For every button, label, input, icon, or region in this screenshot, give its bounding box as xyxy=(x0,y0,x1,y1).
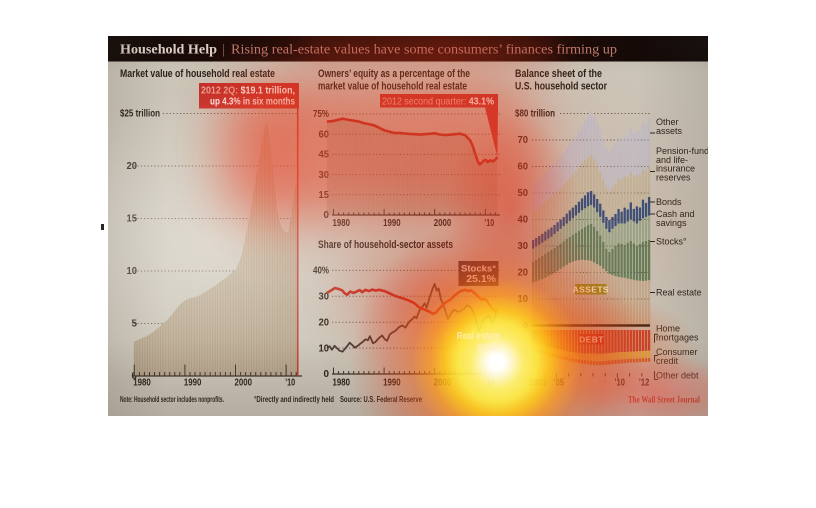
svg-text:0: 0 xyxy=(523,321,529,332)
svg-text:U.S. household sector: U.S. household sector xyxy=(515,81,608,93)
svg-text:1980: 1980 xyxy=(333,218,351,229)
svg-text:’10: ’10 xyxy=(285,378,295,389)
svg-text:Stocks°: Stocks° xyxy=(656,237,687,247)
svg-text:DEBT: DEBT xyxy=(579,335,604,345)
svg-text:1980: 1980 xyxy=(333,378,351,389)
svg-text:70: 70 xyxy=(518,135,529,146)
svg-text:10: 10 xyxy=(319,343,330,354)
svg-text:20: 20 xyxy=(518,268,529,279)
svg-text:$25 trillion: $25 trillion xyxy=(120,109,160,120)
svg-text:Balance sheet of the: Balance sheet of the xyxy=(515,68,602,80)
svg-text:’05: ’05 xyxy=(553,378,564,389)
svg-text:Source: U.S. Federal Reserve: Source: U.S. Federal Reserve xyxy=(340,395,422,404)
svg-text:30: 30 xyxy=(319,292,330,303)
svg-text:°Directly and indirectly held: °Directly and indirectly held xyxy=(254,395,334,404)
svg-text:40%: 40% xyxy=(313,266,329,277)
svg-text:60: 60 xyxy=(518,162,529,173)
svg-text:Real estate: Real estate xyxy=(656,288,702,298)
svg-text:75%: 75% xyxy=(313,109,329,120)
svg-text:0: 0 xyxy=(324,369,330,380)
svg-text:Owners’ equity as a percentage: Owners’ equity as a percentage of the xyxy=(318,68,470,80)
svg-text:ASSETS: ASSETS xyxy=(573,285,609,295)
svg-text:Rising real-estate values have: Rising real-estate values have some cons… xyxy=(231,42,617,57)
svg-text:1990: 1990 xyxy=(184,378,202,389)
svg-text:’10: ’10 xyxy=(484,218,494,229)
svg-text:10: 10 xyxy=(127,266,138,277)
svg-text:Note: Household sector include: Note: Household sector includes nonprofi… xyxy=(120,395,224,404)
svg-text:40: 40 xyxy=(518,215,529,226)
svg-text:2000: 2000 xyxy=(434,378,452,389)
svg-text:Bonds: Bonds xyxy=(656,197,682,207)
svg-text:’12: ’12 xyxy=(639,378,650,389)
svg-text:2000: 2000 xyxy=(235,378,253,389)
svg-text:The Wall Street Journal: The Wall Street Journal xyxy=(628,396,700,406)
svg-text:30: 30 xyxy=(518,241,529,252)
svg-text:up 4.3% in six months: up 4.3% in six months xyxy=(210,97,295,108)
svg-text:2012 second quarter: 43.1%: 2012 second quarter: 43.1% xyxy=(382,96,494,107)
svg-text:Share of household-sector asse: Share of household-sector assets xyxy=(318,239,453,251)
svg-text:0: 0 xyxy=(132,371,138,382)
svg-text:1990: 1990 xyxy=(383,218,401,229)
svg-text:1980: 1980 xyxy=(133,378,151,389)
svg-text:|: | xyxy=(222,43,225,58)
svg-text:1990: 1990 xyxy=(383,378,401,389)
svg-text:20: 20 xyxy=(127,161,138,172)
svg-text:Household Help: Household Help xyxy=(120,43,217,58)
svg-text:Market value of household real: Market value of household real estate xyxy=(120,68,275,80)
svg-text:25.1%: 25.1% xyxy=(466,273,496,285)
svg-text:’10: ’10 xyxy=(614,378,625,389)
svg-text:2003: 2003 xyxy=(529,378,547,389)
svg-text:market value of household real: market value of household real estate xyxy=(318,81,467,93)
svg-text:10: 10 xyxy=(518,349,529,360)
svg-text:5: 5 xyxy=(132,319,138,330)
svg-text:Other debt: Other debt xyxy=(656,371,699,381)
svg-text:2000: 2000 xyxy=(434,218,452,229)
svg-text:2012 2Q: $19.1 trillion,: 2012 2Q: $19.1 trillion, xyxy=(201,86,295,97)
svg-text:15: 15 xyxy=(127,214,138,225)
svg-text:10: 10 xyxy=(518,294,529,305)
svg-text:’10: ’10 xyxy=(484,378,494,389)
svg-text:50: 50 xyxy=(518,188,529,199)
svg-text:20: 20 xyxy=(319,317,330,328)
